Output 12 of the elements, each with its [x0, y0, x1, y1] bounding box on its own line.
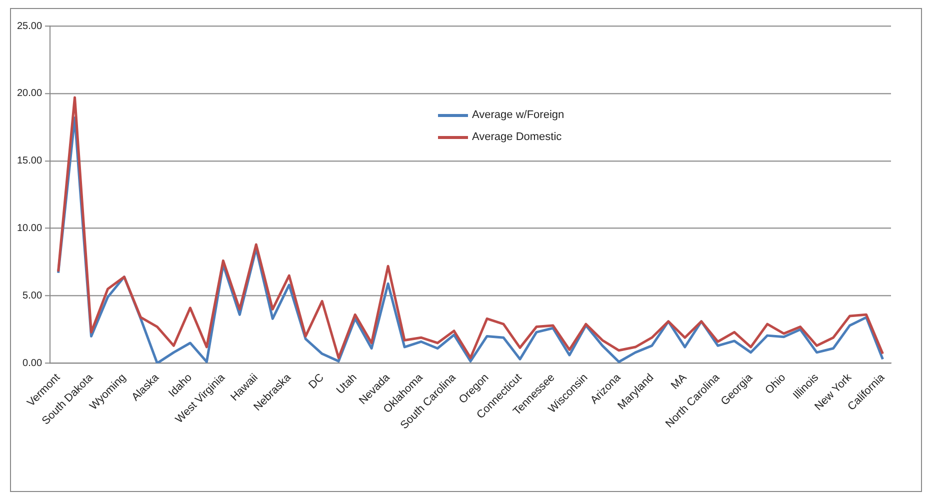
x-tick-label: Utah: [334, 372, 360, 397]
y-tick-label: 15.00: [16, 156, 42, 167]
x-tick-label: Ohio: [763, 372, 788, 397]
y-tick-label: 5.00: [22, 290, 42, 302]
x-tick-label: DC: [306, 372, 326, 392]
y-tick-label: 0.00: [22, 358, 42, 369]
y-tick-label: 25.00: [16, 20, 42, 32]
y-tick-label: 20.00: [16, 88, 42, 100]
y-tick-label: 10.00: [16, 223, 42, 234]
legend-label: Average Domestic: [472, 131, 562, 143]
legend-label: Average w/Foreign: [472, 109, 564, 121]
x-tick-label: MA: [668, 371, 690, 392]
